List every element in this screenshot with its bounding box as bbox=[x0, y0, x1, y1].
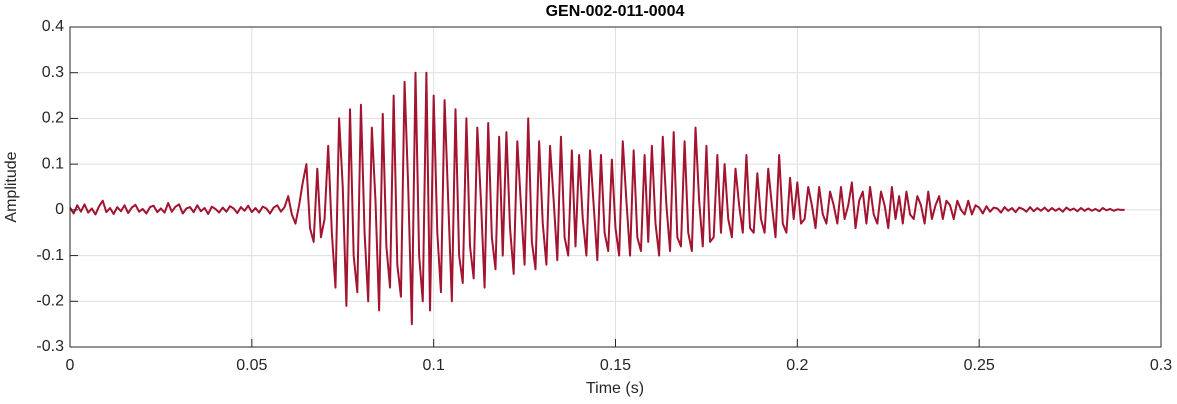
waveform-line bbox=[69, 71, 1125, 326]
y-tick-label: -0.1 bbox=[36, 247, 64, 264]
y-tick-label: 0 bbox=[55, 201, 64, 218]
ticks: 0 0.05 0.1 0.15 0.2 0.25 0.3 -0.3 -0.2 -0.1 0 0.1 0.… bbox=[36, 18, 1172, 374]
y-axis-label: Amplitude bbox=[3, 151, 20, 222]
x-tick-label: 0.1 bbox=[423, 357, 445, 374]
x-tick-label: 0.25 bbox=[964, 357, 995, 374]
y-tick-label: 0.4 bbox=[42, 18, 64, 35]
y-tick-label: -0.2 bbox=[36, 293, 64, 310]
x-tick-label: 0.2 bbox=[786, 357, 808, 374]
chart-title: GEN-002-011-0004 bbox=[546, 3, 685, 20]
y-tick-label: -0.3 bbox=[36, 338, 64, 355]
x-tick-label: 0.15 bbox=[600, 357, 631, 374]
y-tick-label: 0.2 bbox=[42, 110, 64, 127]
x-tick-label: 0 bbox=[66, 357, 75, 374]
y-tick-label: 0.3 bbox=[42, 64, 64, 81]
x-tick-label: 0.05 bbox=[236, 357, 267, 374]
y-tick-label: 0.1 bbox=[42, 155, 64, 172]
x-tick-label: 0.3 bbox=[1150, 357, 1172, 374]
x-axis-label: Time (s) bbox=[586, 380, 644, 397]
plot-area bbox=[69, 71, 1125, 326]
